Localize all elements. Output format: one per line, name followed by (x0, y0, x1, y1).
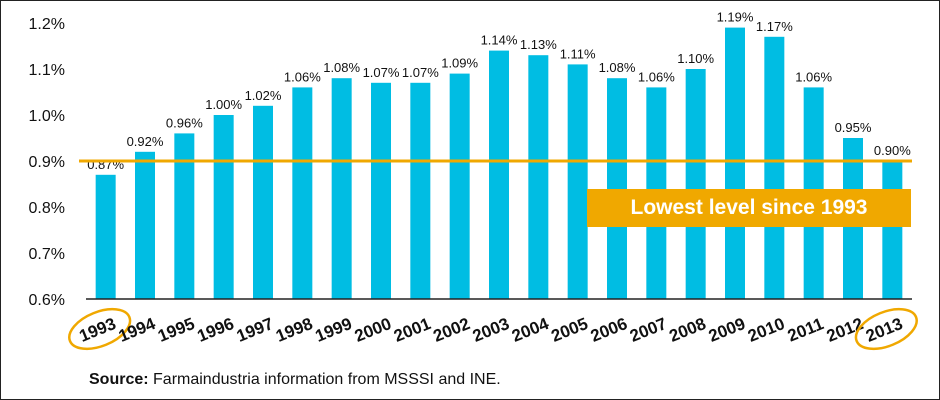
data-label: 1.06% (795, 69, 832, 84)
x-tick-label: 1997 (234, 314, 276, 346)
x-tick-label: 1999 (313, 314, 355, 346)
y-tick-label: 1.2% (29, 16, 65, 33)
data-label: 1.06% (638, 69, 675, 84)
data-label: 1.14% (481, 33, 518, 48)
bar (174, 133, 195, 299)
bar (253, 105, 273, 299)
data-label: 0.90% (874, 143, 911, 158)
bar (685, 69, 706, 299)
data-label: 1.17% (756, 19, 793, 34)
bar (331, 78, 352, 299)
bar (213, 115, 234, 299)
source-text: Farmaindustria information from MSSSI an… (148, 371, 501, 388)
x-tick-label: 2004 (509, 314, 552, 346)
x-tick-label: 2006 (588, 314, 630, 346)
x-tick-label: 2008 (667, 314, 709, 346)
data-label: 1.02% (245, 88, 282, 103)
bar (95, 174, 116, 299)
y-tick-label: 0.9% (29, 154, 65, 171)
data-label: 1.08% (323, 60, 360, 75)
bar (607, 78, 627, 299)
annotation-banner (587, 189, 911, 227)
highlight-ellipse (68, 307, 132, 351)
x-tick-label: 2000 (352, 314, 394, 346)
data-label: 0.95% (835, 120, 872, 135)
x-tick-label: 1996 (195, 314, 237, 346)
x-tick-label: 2007 (627, 314, 669, 346)
bar (567, 64, 588, 300)
data-label: 1.00% (205, 97, 242, 112)
x-tick-label: 2011 (785, 314, 826, 345)
data-label: 1.06% (284, 69, 321, 84)
annotation-label: Lowest level since 1993 (630, 196, 868, 219)
x-tick-label: 2009 (706, 314, 748, 346)
source-label: Source: (89, 371, 149, 388)
data-label: 1.08% (599, 60, 636, 75)
bar (882, 161, 903, 299)
data-label: 1.07% (402, 65, 439, 80)
bar (764, 36, 785, 300)
y-tick-label: 1.0% (29, 108, 65, 125)
x-tick-label: 2001 (391, 314, 433, 346)
y-tick-label: 0.8% (29, 200, 65, 217)
bar (371, 82, 391, 299)
highlight-ellipse (854, 307, 918, 351)
data-label: 0.96% (166, 115, 203, 130)
bar (135, 151, 155, 299)
data-label: 0.92% (127, 134, 164, 149)
bar (449, 73, 470, 299)
x-tick-label: 2005 (549, 314, 591, 346)
bar (410, 82, 431, 299)
bar (725, 27, 745, 299)
data-label: 1.11% (560, 46, 596, 61)
bar (292, 87, 313, 300)
data-label: 1.07% (363, 65, 400, 80)
x-tick-label: 1994 (116, 314, 159, 346)
data-label: 0.87% (87, 157, 124, 172)
x-tick-label: 2002 (431, 314, 473, 346)
data-label: 1.19% (717, 10, 754, 25)
y-tick-label: 0.6% (29, 292, 65, 309)
x-tick-label: 1998 (273, 314, 315, 346)
data-label: 1.13% (520, 37, 557, 52)
data-label: 1.09% (441, 56, 478, 71)
x-tick-label: 2010 (745, 314, 787, 346)
x-tick-label: 2003 (470, 314, 512, 346)
y-tick-label: 1.1% (29, 62, 65, 79)
x-tick-label: 1995 (155, 314, 197, 346)
y-tick-label: 0.7% (29, 246, 65, 263)
data-label: 1.10% (677, 51, 714, 66)
source-note: Source: Farmaindustria information from … (89, 371, 501, 389)
bar (489, 50, 509, 299)
bar (528, 55, 549, 300)
